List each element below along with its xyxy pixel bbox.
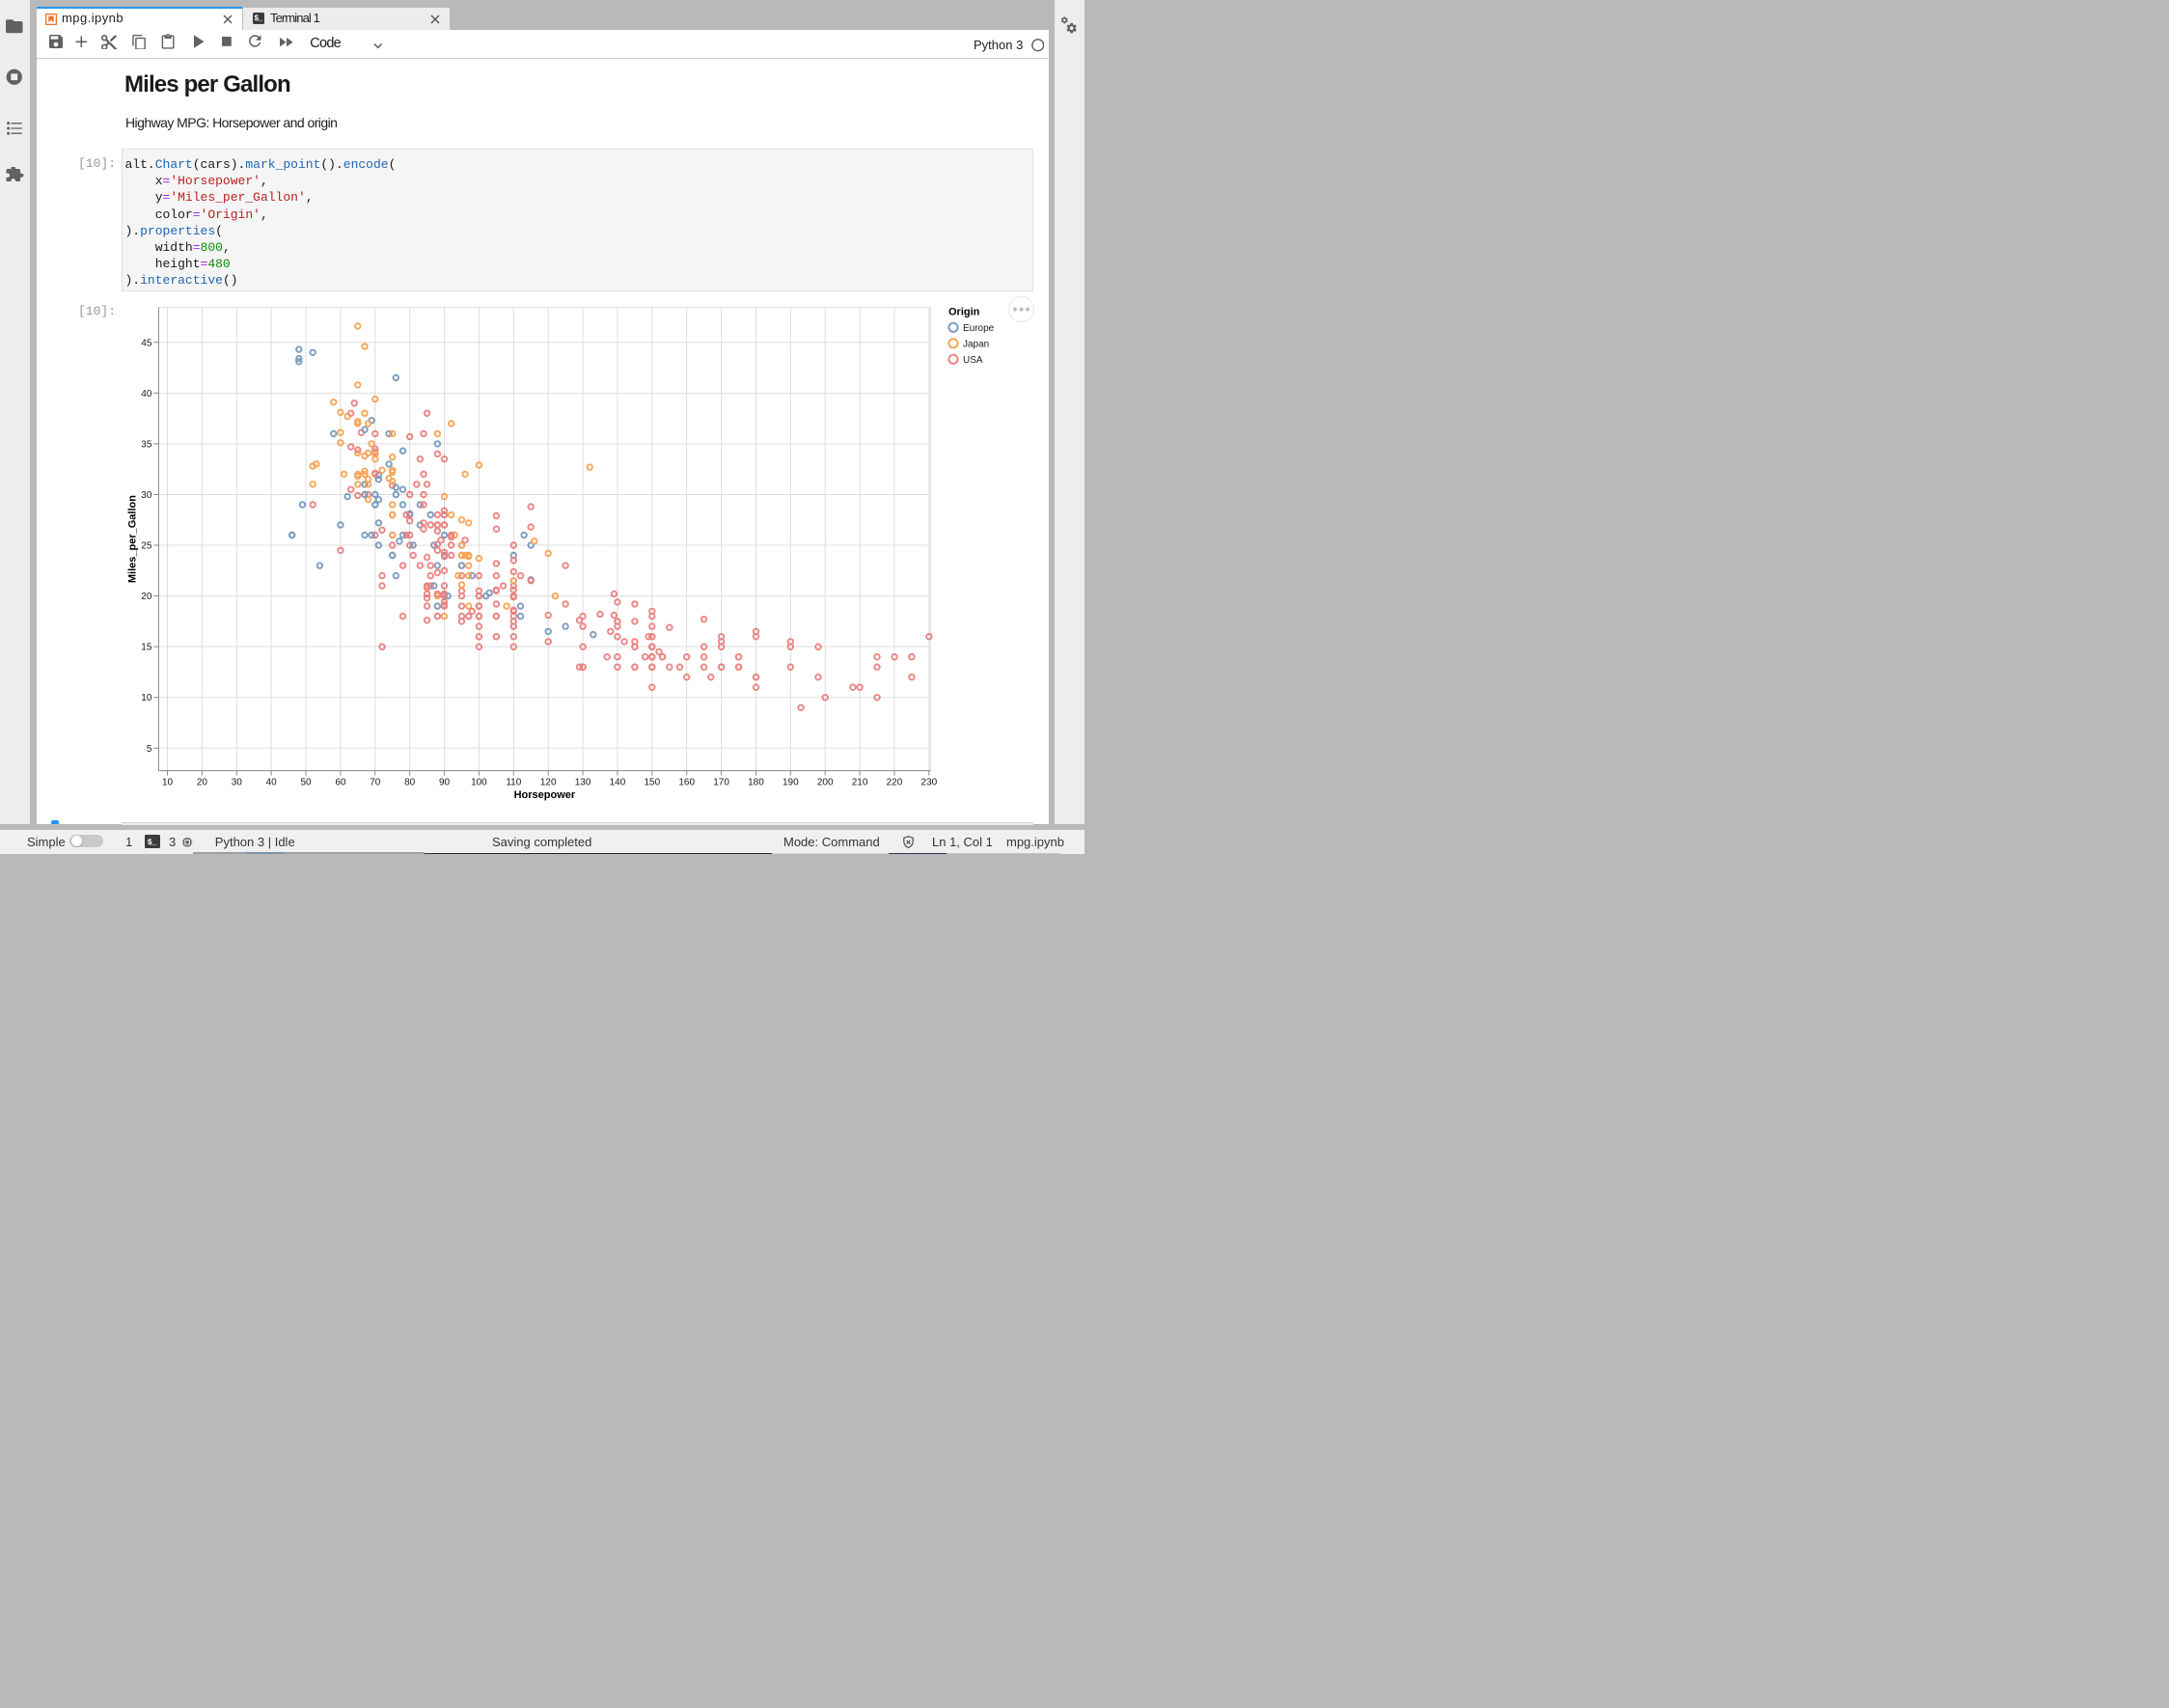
svg-text:Europe: Europe — [963, 323, 995, 334]
svg-text:160: 160 — [678, 778, 695, 788]
svg-text:Horsepower: Horsepower — [514, 789, 576, 801]
svg-text:35: 35 — [141, 439, 152, 450]
svg-text:170: 170 — [713, 778, 729, 788]
svg-text:50: 50 — [300, 778, 312, 788]
svg-text:80: 80 — [404, 778, 416, 788]
svg-text:Origin: Origin — [948, 307, 980, 318]
svg-text:20: 20 — [197, 778, 208, 788]
svg-text:Miles_per_Gallon: Miles_per_Gallon — [127, 495, 139, 583]
svg-text:100: 100 — [471, 778, 487, 788]
svg-text:60: 60 — [335, 778, 346, 788]
svg-text:210: 210 — [852, 778, 868, 788]
svg-text:130: 130 — [575, 778, 591, 788]
svg-text:USA: USA — [963, 355, 983, 366]
svg-text:220: 220 — [887, 778, 903, 788]
svg-text:230: 230 — [921, 778, 938, 788]
svg-text:5: 5 — [147, 744, 152, 755]
svg-text:40: 40 — [141, 389, 152, 399]
svg-text:10: 10 — [141, 693, 152, 703]
svg-text:15: 15 — [141, 643, 152, 653]
svg-text:190: 190 — [782, 778, 799, 788]
svg-text:90: 90 — [439, 778, 451, 788]
svg-text:180: 180 — [748, 778, 764, 788]
svg-text:30: 30 — [232, 778, 243, 788]
svg-text:25: 25 — [141, 541, 152, 552]
svg-text:70: 70 — [370, 778, 381, 788]
svg-text:120: 120 — [540, 778, 557, 788]
svg-text:140: 140 — [610, 778, 626, 788]
svg-text:10: 10 — [162, 778, 174, 788]
svg-text:110: 110 — [506, 778, 521, 788]
svg-text:Japan: Japan — [963, 339, 989, 349]
svg-text:45: 45 — [141, 338, 152, 348]
svg-text:200: 200 — [817, 778, 834, 788]
svg-text:150: 150 — [644, 778, 660, 788]
svg-text:30: 30 — [141, 490, 152, 501]
svg-text:20: 20 — [141, 592, 152, 602]
svg-text:40: 40 — [266, 778, 278, 788]
